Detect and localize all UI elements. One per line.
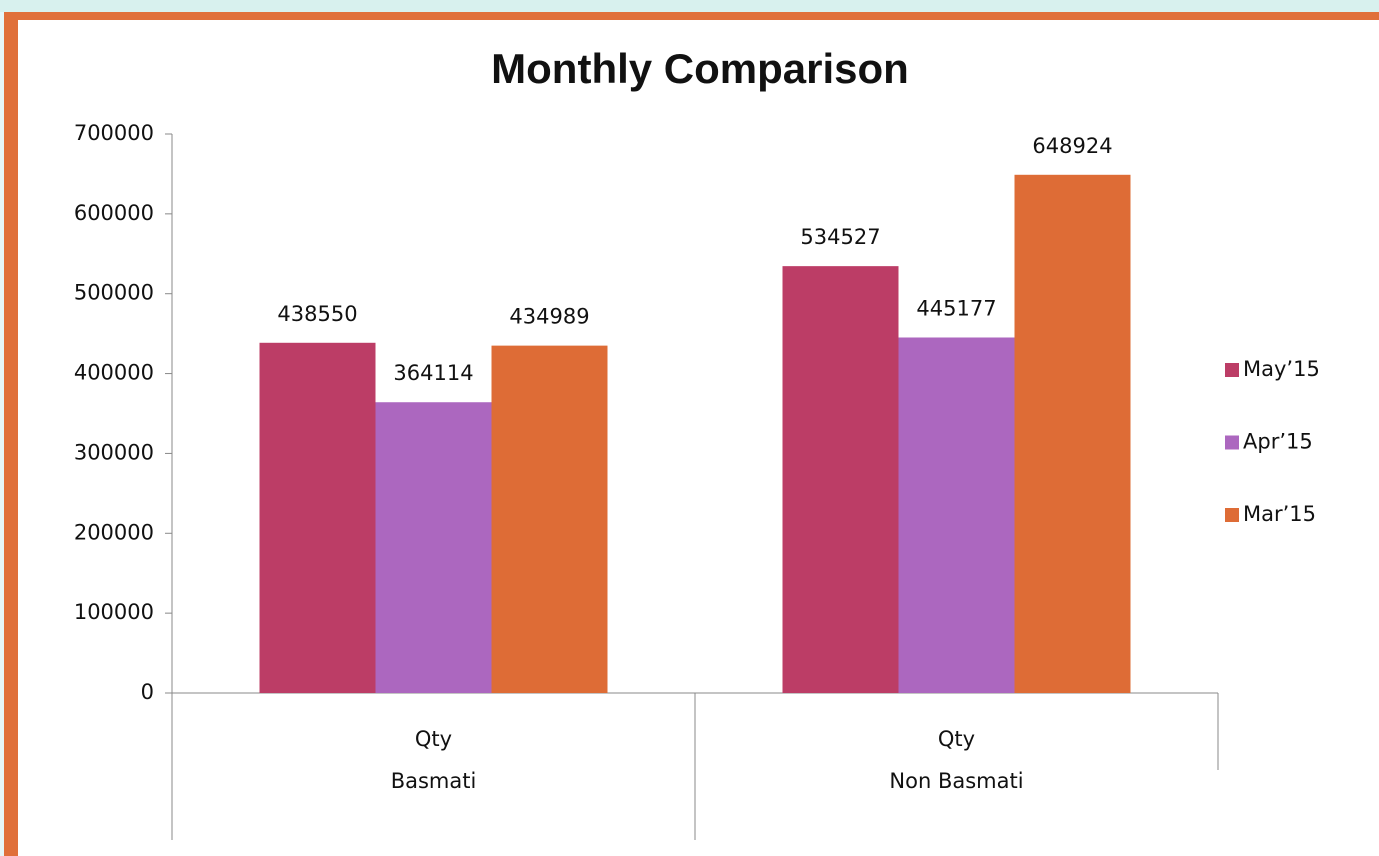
bar	[259, 342, 376, 693]
y-tick-label: 400000	[74, 361, 154, 385]
data-label: 434989	[509, 305, 589, 329]
legend-swatch	[1225, 435, 1239, 450]
x-tick-label: Qty	[938, 727, 975, 751]
x-tick-label: Qty	[415, 727, 452, 751]
y-tick-label: 300000	[74, 440, 154, 464]
legend-swatch	[1225, 363, 1239, 377]
legend-label: May’15	[1243, 357, 1320, 381]
chart-area	[18, 20, 1379, 856]
bar	[375, 402, 492, 693]
y-tick-label: 600000	[74, 201, 154, 225]
data-label: 534527	[800, 225, 880, 249]
data-label: 438550	[277, 302, 357, 326]
category-group-label: Non Basmati	[889, 769, 1023, 793]
y-tick-label: 200000	[74, 520, 154, 544]
y-tick-label: 500000	[74, 281, 154, 305]
bar	[782, 266, 899, 693]
bar	[1014, 174, 1131, 693]
bar	[898, 337, 1015, 693]
data-label: 445177	[916, 296, 996, 320]
y-tick-label: 0	[141, 680, 154, 704]
y-tick-label: 100000	[74, 600, 154, 624]
category-group-label: Basmati	[391, 769, 477, 793]
top-band	[0, 0, 1379, 12]
legend-label: Apr’15	[1243, 430, 1313, 454]
bar	[491, 345, 608, 693]
chart-title: Monthly Comparison	[491, 45, 909, 92]
data-label: 648924	[1032, 134, 1112, 158]
legend-swatch	[1225, 508, 1239, 522]
legend-label: Mar’15	[1243, 502, 1316, 526]
data-label: 364114	[393, 361, 473, 385]
y-tick-label: 700000	[74, 121, 154, 145]
